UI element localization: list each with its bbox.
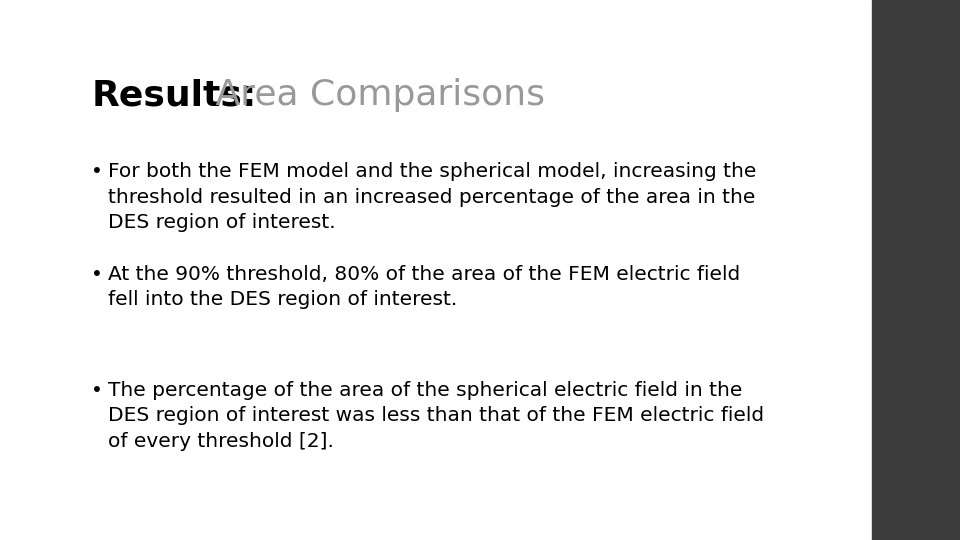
Text: Area Comparisons: Area Comparisons	[204, 78, 545, 112]
Text: For both the FEM model and the spherical model, increasing the
threshold resulte: For both the FEM model and the spherical…	[108, 162, 756, 233]
Text: •: •	[91, 162, 103, 181]
Text: Results:: Results:	[91, 78, 256, 112]
Text: •: •	[91, 265, 103, 284]
Text: The percentage of the area of the spherical electric field in the
DES region of : The percentage of the area of the spheri…	[108, 381, 764, 451]
Text: •: •	[91, 381, 103, 400]
Text: At the 90% threshold, 80% of the area of the FEM electric field
fell into the DE: At the 90% threshold, 80% of the area of…	[108, 265, 741, 309]
